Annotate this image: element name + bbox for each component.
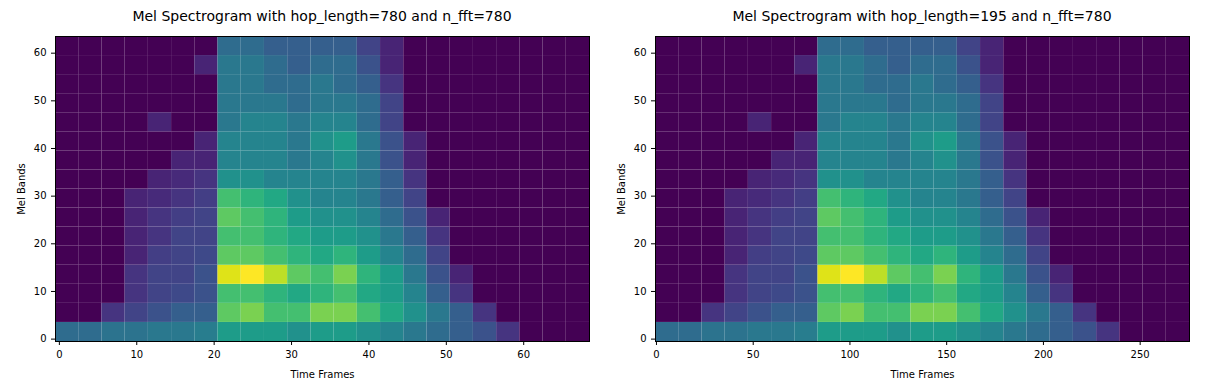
html-text:Mel Spectrogram with hop_lengt: Mel Spectrogram with hop_length=195 and …: [732, 8, 1112, 24]
svg-text:30: 30: [285, 349, 298, 360]
svg-text:150: 150: [937, 349, 956, 360]
svg-text:20: 20: [34, 238, 47, 249]
svg-text:50: 50: [440, 349, 453, 360]
svg-text:0: 0: [653, 349, 659, 360]
svg-text:Mel Bands: Mel Bands: [616, 163, 627, 215]
svg-text:60: 60: [34, 47, 47, 58]
svg-text:0: 0: [56, 349, 62, 360]
svg-text:50: 50: [747, 349, 760, 360]
svg-text:Time Frames: Time Frames: [289, 369, 354, 380]
svg-text:30: 30: [634, 190, 647, 201]
svg-text:0: 0: [640, 333, 646, 344]
svg-text:50: 50: [34, 95, 47, 106]
svg-text:60: 60: [634, 47, 647, 58]
svg-text:20: 20: [208, 349, 221, 360]
svg-text:10: 10: [634, 286, 647, 297]
html-text:Mel Spectrogram with hop_lengt: Mel Spectrogram with hop_length=780 and …: [132, 8, 512, 24]
svg-text:20: 20: [634, 238, 647, 249]
svg-text:Mel Bands: Mel Bands: [16, 163, 27, 215]
svg-text:250: 250: [1131, 349, 1150, 360]
svg-text:100: 100: [840, 349, 859, 360]
svg-text:40: 40: [34, 143, 47, 154]
svg-text:30: 30: [34, 190, 47, 201]
svg-text:200: 200: [1034, 349, 1053, 360]
svg-text:10: 10: [34, 286, 47, 297]
svg-text:Time Frames: Time Frames: [889, 369, 954, 380]
svg-text:40: 40: [634, 143, 647, 154]
svg-text:60: 60: [517, 349, 530, 360]
svg-text:50: 50: [634, 95, 647, 106]
svg-text:0: 0: [40, 333, 46, 344]
svg-text:10: 10: [130, 349, 143, 360]
svg-text:40: 40: [363, 349, 376, 360]
